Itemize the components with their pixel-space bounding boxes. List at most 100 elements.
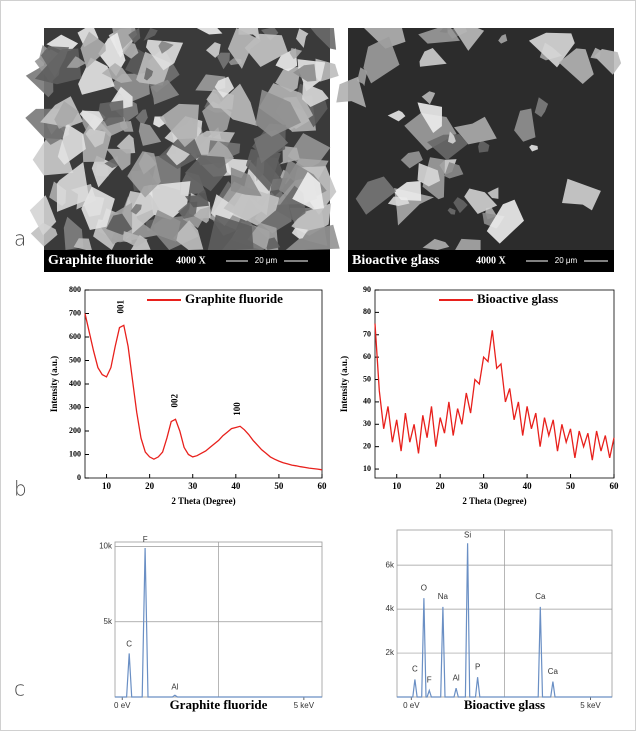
sem-image: Graphite fluoride 4000 X 20 μm <box>25 28 340 272</box>
sem-image: Bioactive glass 4000 X 20 μm <box>336 28 622 272</box>
peak-label: P <box>475 662 480 671</box>
particle <box>293 64 317 82</box>
particle <box>106 148 131 171</box>
particle <box>122 42 139 59</box>
y-tick-label: 200 <box>69 426 81 435</box>
particle <box>291 227 308 239</box>
y-tick-label: 30 <box>363 419 371 428</box>
particle <box>144 67 154 81</box>
y-tick-label: 40 <box>363 397 371 406</box>
particle <box>418 28 460 44</box>
particle <box>130 204 142 215</box>
data-line <box>84 313 323 471</box>
plot-frame <box>374 289 615 479</box>
y-tick-label: 50 <box>363 374 371 383</box>
scale-label: 20 μm <box>555 256 578 265</box>
x-tick-label: 30 <box>479 481 489 491</box>
image-caption: Bioactive glass <box>352 253 440 268</box>
particle <box>447 207 456 215</box>
particle <box>310 28 337 50</box>
particle <box>590 47 601 59</box>
particle <box>444 162 464 179</box>
particle <box>363 36 400 84</box>
particle <box>116 134 136 154</box>
x-tick-label: 60 <box>318 481 328 491</box>
peak-label: Na <box>438 592 449 601</box>
particle <box>135 109 148 126</box>
y-tick-label: 10k <box>99 542 113 551</box>
particle <box>453 197 468 214</box>
particle <box>196 28 223 35</box>
caption-bar <box>44 250 330 272</box>
x-tick-label: 40 <box>231 481 241 491</box>
peak-label: C <box>412 665 418 674</box>
particle <box>287 133 331 169</box>
x-axis-label: 2 Theta (Degree) <box>462 496 526 506</box>
particle <box>54 101 79 129</box>
particle <box>57 123 86 165</box>
particle <box>98 32 126 77</box>
x-tick-label: 50 <box>566 481 576 491</box>
particle <box>207 214 254 250</box>
particle <box>448 131 456 144</box>
particle <box>292 171 325 210</box>
spectrum-caption: Bioactive glass <box>464 697 545 712</box>
particle <box>594 49 622 75</box>
legend-label: Graphite fluoride <box>185 291 283 306</box>
particle <box>85 128 106 148</box>
peak-label: 100 <box>232 402 242 416</box>
peak-label: Si <box>464 531 471 540</box>
particle <box>217 52 230 70</box>
particle <box>81 186 115 230</box>
particle <box>285 224 340 250</box>
particle <box>279 146 300 165</box>
spectrum-line <box>115 547 322 698</box>
y-tick-label: 70 <box>363 330 371 339</box>
y-tick-label: 5k <box>104 617 113 626</box>
particle <box>73 238 92 250</box>
y-axis-label: Intensity (a.u.) <box>49 356 59 412</box>
particle <box>80 31 106 69</box>
particle <box>387 110 406 122</box>
particle <box>79 110 106 131</box>
data-line <box>374 323 615 461</box>
legend-label: Bioactive glass <box>477 291 558 306</box>
peak-label: F <box>427 676 432 685</box>
panel-label: a <box>14 227 26 251</box>
x-tick-label: 10 <box>102 481 112 491</box>
particle <box>119 121 134 132</box>
x-tick-label: 40 <box>523 481 533 491</box>
particle <box>159 103 199 148</box>
particle <box>562 178 601 211</box>
particle <box>98 100 124 127</box>
y-tick-label: 80 <box>363 307 371 316</box>
x-tick-label: 5 keV <box>294 701 315 710</box>
particle <box>453 28 485 51</box>
x-tick-label: 50 <box>274 481 284 491</box>
particle <box>184 155 227 192</box>
x-tick-label: 10 <box>392 481 402 491</box>
particle <box>206 42 221 58</box>
particle <box>486 199 524 244</box>
panel-label: b <box>14 477 27 501</box>
particle <box>393 181 422 201</box>
particle <box>427 134 468 161</box>
particle <box>217 83 258 126</box>
particle <box>166 144 190 166</box>
x-tick-label: 30 <box>188 481 198 491</box>
particle <box>422 238 450 250</box>
y-tick-label: 300 <box>69 402 81 411</box>
particle <box>417 102 442 133</box>
x-tick-label: 60 <box>610 481 620 491</box>
particle <box>56 162 90 212</box>
particle <box>439 28 448 33</box>
x-tick-label: 0 eV <box>114 701 131 710</box>
y-tick-label: 400 <box>69 379 81 388</box>
particle <box>417 163 440 187</box>
peak-label: Al <box>171 682 178 691</box>
particle <box>529 144 538 152</box>
y-tick-label: 90 <box>363 285 371 294</box>
magnification: 4000 X <box>476 255 507 266</box>
particle <box>223 185 280 226</box>
